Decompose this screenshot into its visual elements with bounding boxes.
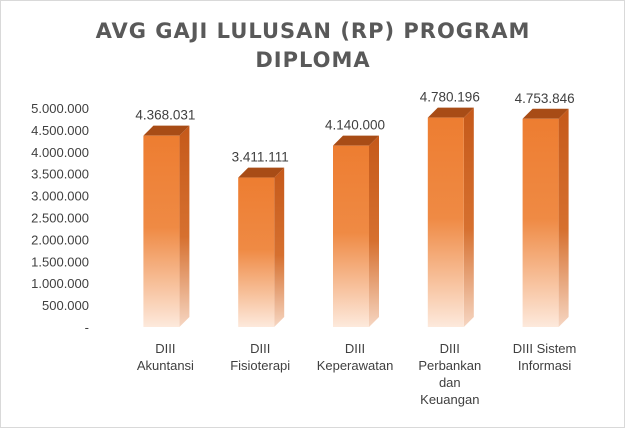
y-tick-label: 5.000.000 [31,101,89,116]
y-tick-label: 4.500.000 [31,123,89,138]
y-tick-label: 3.500.000 [31,167,89,182]
bar-top [143,125,190,136]
y-tick-label: 500.000 [42,298,89,313]
y-tick-label: 3.000.000 [31,189,89,204]
data-label: 4.140.000 [325,118,385,133]
category-label-line: Fisioterapi [230,358,290,373]
chart-title-line: AVG GAJI LULUSAN (RP) PROGRAM [96,19,531,43]
bars [143,107,569,328]
data-label: 4.780.196 [420,90,480,105]
bar [333,145,369,327]
data-labels: 4.368.031 3.411.111 4.140.000 4.780.196 4.75… [135,90,574,165]
data-label: 3.411.111 [232,150,289,165]
bar [238,177,275,327]
bar [143,135,180,327]
bar [522,118,559,327]
y-tick-label: 2.500.000 [31,211,89,226]
category-label-line: Keuangan [420,392,479,407]
category-label-line: Keperawatan [317,358,394,373]
data-label: 4.368.031 [135,108,195,123]
x-axis: DIII Akuntansi DIII Fisioterapi DIII Keperawa… [137,341,577,407]
y-tick-label: 1.500.000 [31,254,89,269]
bar-top [238,167,285,178]
bar-top [333,135,379,146]
bar-top [427,107,474,118]
y-tick-label: 4.000.000 [31,145,89,160]
bar-side [274,167,285,327]
category-label: DIII Keperawatan [317,341,394,373]
bar-side [179,125,190,328]
category-label-line: DIII Sistem [513,341,577,356]
category-label-line: dan [439,375,461,390]
category-label-line: DIII [440,341,460,356]
category-label-line: Perbankan [418,358,481,373]
y-tick-label: 1.000.000 [31,276,89,291]
bar-top [522,108,569,119]
category-label: DIII Akuntansi [137,341,194,373]
y-tick-label: - [85,320,89,335]
chart-title: AVG GAJI LULUSAN (RP) PROGRAM DIPLOMA [96,19,531,72]
category-label: DIII Sistem Informasi [513,341,577,373]
bar-side [558,108,569,327]
category-label: DIII Fisioterapi [230,341,290,373]
data-label: 4.753.846 [515,91,575,106]
category-label-line: DIII [250,341,270,356]
category-label-line: Informasi [518,358,572,373]
category-label-line: DIII [155,341,175,356]
bar [427,117,464,328]
bar-side [369,135,379,327]
y-axis: - 500.000 1.000.000 1.500.000 2.000.000 2.500… [31,101,89,335]
category-label-line: Akuntansi [137,358,194,373]
y-tick-label: 2.000.000 [31,232,89,247]
chart-title-line: DIPLOMA [255,48,370,72]
category-label: DIII Perbankan dan Keuangan [418,341,481,407]
bar-side [463,107,474,328]
category-label-line: DIII [345,341,365,356]
